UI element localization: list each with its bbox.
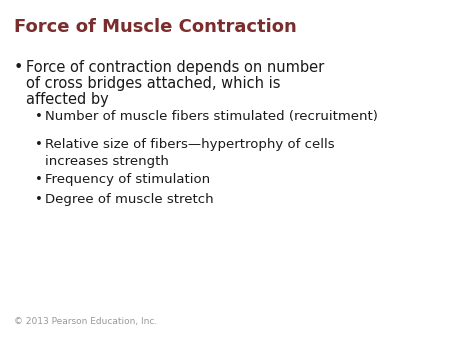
Text: Force of contraction depends on number: Force of contraction depends on number	[26, 60, 324, 75]
Text: Frequency of stimulation: Frequency of stimulation	[45, 173, 210, 186]
Text: •: •	[14, 60, 23, 75]
Text: Relative size of fibers—hypertrophy of cells
increases strength: Relative size of fibers—hypertrophy of c…	[45, 138, 335, 168]
Text: affected by: affected by	[26, 92, 109, 107]
Text: •: •	[35, 138, 43, 151]
Text: •: •	[35, 173, 43, 186]
Text: Degree of muscle stretch: Degree of muscle stretch	[45, 193, 214, 206]
Text: of cross bridges attached, which is: of cross bridges attached, which is	[26, 76, 280, 91]
Text: •: •	[35, 110, 43, 123]
Text: •: •	[35, 193, 43, 206]
Text: © 2013 Pearson Education, Inc.: © 2013 Pearson Education, Inc.	[14, 317, 157, 326]
Text: Force of Muscle Contraction: Force of Muscle Contraction	[14, 18, 297, 36]
Text: Number of muscle fibers stimulated (recruitment): Number of muscle fibers stimulated (recr…	[45, 110, 378, 123]
